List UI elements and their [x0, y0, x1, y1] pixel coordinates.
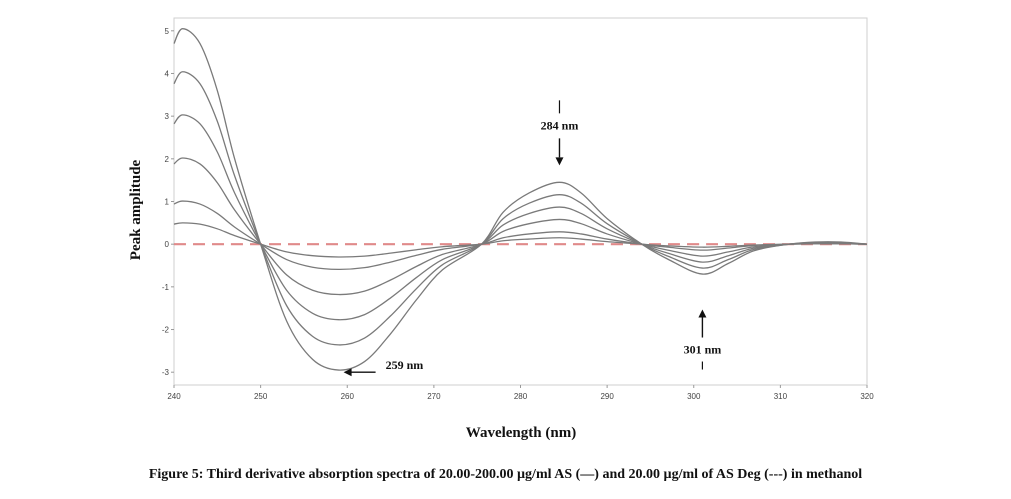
annotation-arrowhead	[698, 309, 707, 318]
series-line	[173, 114, 868, 321]
y-tick-label: 1	[165, 198, 170, 207]
plot-frame	[173, 17, 868, 386]
y-tick-label: 4	[165, 69, 170, 78]
annotation-label: 259 nm	[386, 358, 424, 372]
series-group	[173, 28, 868, 371]
y-tick-group: -3 -2 -1 0 1 2 3 4 5	[162, 27, 174, 377]
y-tick-label: -2	[162, 326, 170, 335]
annotation-arrowhead	[555, 157, 564, 166]
x-tick-label: 270	[427, 392, 441, 401]
y-tick-label: 2	[165, 155, 170, 164]
series-line	[173, 157, 868, 296]
y-tick-label: 0	[165, 240, 170, 249]
x-tick-label: 290	[600, 392, 614, 401]
series-line	[173, 28, 868, 371]
x-tick-label: 280	[514, 392, 528, 401]
x-tick-label: 320	[860, 392, 874, 401]
series-line	[173, 71, 868, 346]
y-tick-label: 3	[165, 112, 170, 121]
annotation-arrowhead	[343, 368, 352, 377]
annotation-label: 284 nm	[541, 118, 579, 132]
annotation-label: 301 nm	[684, 343, 722, 357]
series-line	[173, 200, 868, 271]
y-tick-label: 5	[165, 27, 170, 36]
x-tick-group: 240 250 260 270 280 290 300 310 320	[167, 385, 874, 401]
x-tick-label: 310	[774, 392, 788, 401]
y-tick-label: -1	[162, 283, 170, 292]
figure-caption: Figure 5: Third derivative absorption sp…	[148, 467, 863, 482]
x-tick-label: 250	[254, 392, 268, 401]
x-tick-label: 260	[341, 392, 355, 401]
x-tick-label: 300	[687, 392, 701, 401]
y-axis-title: Peak amplitude	[128, 159, 144, 260]
chart: -3 -2 -1 0 1 2 3 4 5 240 250 260 270 280 290 300 310 320…	[128, 17, 874, 441]
annotation-group: 284 nm 259 nm 301 nm	[343, 100, 722, 377]
series-line	[173, 222, 868, 258]
x-tick-label: 240	[167, 392, 181, 401]
x-axis-title: Wavelength (nm)	[466, 425, 576, 441]
y-tick-label: -3	[162, 368, 170, 377]
